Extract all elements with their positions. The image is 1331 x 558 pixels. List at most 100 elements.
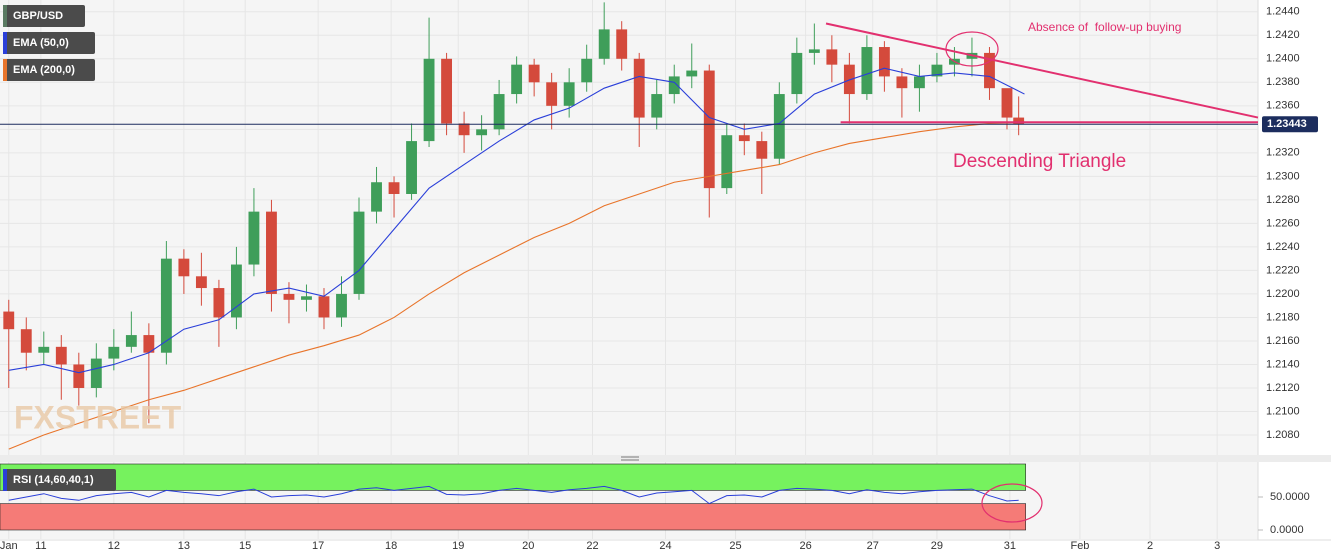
candle-body — [581, 58, 593, 83]
x-tick-label: 29 — [931, 540, 943, 552]
plot-background — [0, 0, 1258, 455]
y-tick-label: 1.2420 — [1266, 29, 1300, 41]
y-tick-label: 1.2440 — [1266, 6, 1300, 18]
candle-body — [931, 64, 943, 77]
candle-body — [493, 94, 505, 130]
candle-body — [651, 94, 663, 118]
candle-body — [896, 76, 908, 89]
legend-swatch — [3, 59, 7, 81]
candle-body — [546, 82, 558, 106]
y-tick-label: 1.2120 — [1266, 382, 1300, 394]
x-tick-label: 20 — [522, 540, 534, 552]
highlight-ellipse — [945, 31, 999, 67]
last-price-label: 1.23443 — [1267, 118, 1307, 130]
x-tick-label: 25 — [729, 540, 741, 552]
candle-body — [476, 129, 488, 136]
y-tick-label: 1.2200 — [1266, 288, 1300, 300]
candle-body — [738, 135, 750, 142]
y-tick-label: 1.2400 — [1266, 53, 1300, 65]
ema-line — [8, 121, 1025, 450]
candle-body — [528, 64, 540, 83]
candle-body — [125, 335, 137, 347]
candle-body — [55, 346, 67, 365]
candle-body — [73, 364, 85, 388]
candle-body — [773, 94, 785, 159]
candle-body — [371, 182, 382, 212]
x-tick-label: 17 — [312, 540, 324, 552]
legend-swatch — [3, 32, 7, 54]
trendline — [825, 22, 1259, 119]
candle-body — [598, 29, 610, 59]
y-tick-label: 1.2160 — [1266, 335, 1300, 347]
legend-swatch — [3, 5, 7, 27]
x-tick-label: 22 — [586, 540, 598, 552]
rsi-band — [0, 463, 1026, 491]
legend-box — [3, 32, 95, 54]
x-tick-label: 15 — [239, 540, 251, 552]
candle-body — [686, 70, 698, 77]
candle-body — [388, 182, 400, 194]
x-tick-label: 24 — [659, 540, 671, 552]
candle-body — [458, 123, 470, 136]
candle-body — [266, 211, 277, 294]
candle-body — [703, 70, 715, 189]
last-price-box — [1262, 116, 1318, 133]
y-tick-label: 1.2180 — [1266, 311, 1300, 323]
y-tick-label: 1.2380 — [1266, 76, 1300, 88]
candle-body — [336, 293, 347, 318]
candle-body — [230, 264, 242, 318]
y-tick-label: 1.2280 — [1266, 194, 1300, 206]
legend-label: EMA (50,0) — [13, 37, 69, 49]
candle-body — [108, 346, 120, 359]
annotation: Absence of follow-up buying — [1028, 20, 1181, 34]
y-tick-label: 1.2240 — [1266, 241, 1300, 253]
candle-body — [301, 296, 312, 300]
candle-body — [861, 47, 873, 95]
rsi-tick-label: 50.0000 — [1270, 491, 1310, 503]
legend: GBP/USD EMA (50,0) EMA (200,0) RSI (14,60,4… — [3, 5, 116, 491]
candle-body — [511, 64, 523, 95]
candle-body — [406, 141, 417, 194]
x-tick-label: 3 — [1214, 540, 1220, 552]
candle-body — [1013, 117, 1025, 125]
ema-line — [8, 67, 1025, 374]
x-tick-label: 26 — [799, 540, 811, 552]
y-tick-label: 1.2140 — [1266, 358, 1300, 370]
candle-body — [248, 211, 260, 265]
candle-body — [913, 76, 925, 89]
candle-body — [3, 311, 15, 330]
candle-body — [160, 258, 172, 353]
x-tick-label: 11 — [35, 540, 46, 552]
candle-body — [563, 82, 575, 106]
candle-body — [984, 52, 995, 89]
legend-swatch — [3, 469, 7, 491]
legend-box — [3, 59, 95, 81]
y-tick-label: 1.2300 — [1266, 170, 1300, 182]
panel-separator — [0, 455, 1331, 462]
rsi-bands — [0, 463, 1026, 531]
y-tick-label: 1.2260 — [1266, 217, 1300, 229]
candle-body — [721, 135, 733, 189]
candle-body — [213, 288, 225, 318]
y-tick-label: 1.2080 — [1266, 429, 1300, 441]
y-tick-label: 1.2100 — [1266, 405, 1300, 417]
x-tick-label: 12 — [108, 540, 120, 552]
legend-label: GBP/USD — [13, 10, 63, 22]
candle-body — [668, 76, 680, 95]
x-tick-label: 19 — [452, 540, 464, 552]
rsi-tick-label: 0.0000 — [1270, 524, 1304, 536]
candle-body — [808, 49, 820, 53]
candle-body — [90, 358, 102, 388]
watermark: FXSTREET — [14, 399, 182, 435]
marks — [0, 2, 1259, 505]
candle-body — [441, 58, 453, 124]
x-tick-label: 2 — [1147, 540, 1153, 552]
candle-body — [143, 335, 155, 353]
candle-body — [878, 47, 890, 77]
candle-body — [318, 296, 330, 318]
candle-body — [20, 329, 32, 353]
legend-box — [3, 5, 85, 27]
candle-body — [756, 141, 768, 159]
